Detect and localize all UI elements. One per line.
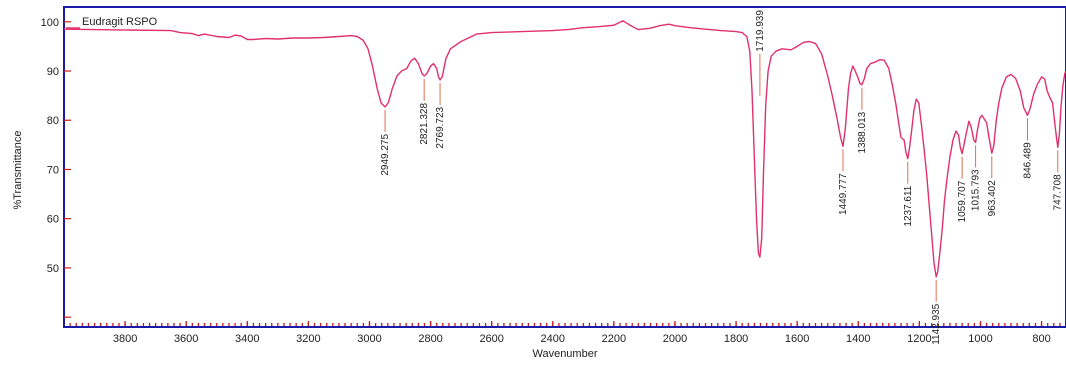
y-tick-label: 80	[47, 115, 59, 127]
peak-label: 963.402	[987, 180, 998, 217]
peak-label: 2769.723	[435, 106, 446, 148]
y-axis-title: %Transmittance	[12, 130, 24, 209]
y-tick-label: 50	[47, 263, 59, 275]
peak-label: 1059.707	[957, 180, 968, 222]
x-tick-label: 1600	[785, 333, 809, 345]
peak-label: 1015.793	[971, 169, 982, 211]
x-tick-label: 1800	[724, 333, 748, 345]
x-tick-label: 1200	[907, 333, 931, 345]
peak-label: 1449.777	[838, 173, 849, 215]
peak-label: 846.489	[1023, 142, 1034, 179]
x-tick-label: 3400	[235, 333, 259, 345]
x-tick-label: 2000	[663, 333, 687, 345]
y-tick-label: 60	[47, 214, 59, 226]
peak-label: 1719.939	[755, 10, 766, 52]
x-tick-label: 3000	[357, 333, 381, 345]
x-tick-label: 1000	[968, 333, 992, 345]
x-tick-label: 2200	[602, 333, 626, 345]
x-tick-label: 2400	[541, 333, 565, 345]
legend: Eudragit RSPO	[66, 16, 158, 29]
x-tick-label: 3800	[113, 333, 137, 345]
x-tick-label: 3600	[174, 333, 198, 345]
x-tick-label: 2800	[418, 333, 442, 345]
x-tick-label: 1400	[846, 333, 870, 345]
x-axis-ticks: 3800 3600 3400 3200 3000 2800 2600 2400 2200 2000…	[69, 321, 1061, 345]
legend-label: Eudragit RSPO	[82, 16, 158, 28]
y-axis-ticks: 50 60 70 80 90 100	[41, 17, 71, 318]
x-tick-label: 2600	[479, 333, 503, 345]
plot-frame	[63, 6, 1066, 328]
peak-label: 1388.013	[857, 111, 868, 153]
peak-label: 2821.328	[419, 102, 430, 144]
x-tick-label: 3200	[296, 333, 320, 345]
peak-label: 747.708	[1053, 174, 1064, 211]
spectrum-line	[64, 20, 1066, 278]
y-tick-label: 70	[47, 164, 59, 176]
x-tick-label: 800	[1032, 333, 1050, 345]
peak-label: 1237.611	[903, 185, 914, 226]
x-axis-title: Wavenumber	[532, 348, 597, 360]
peak-label: 2949.275	[380, 134, 391, 176]
y-tick-label: 90	[47, 66, 59, 78]
series-layer	[64, 20, 1066, 278]
y-tick-label: 100	[41, 17, 59, 29]
peak-markers: 2949.275 2821.328 2769.723 1719.939 1449.777…	[380, 10, 1064, 345]
peak-label: 1142.935	[931, 303, 942, 344]
